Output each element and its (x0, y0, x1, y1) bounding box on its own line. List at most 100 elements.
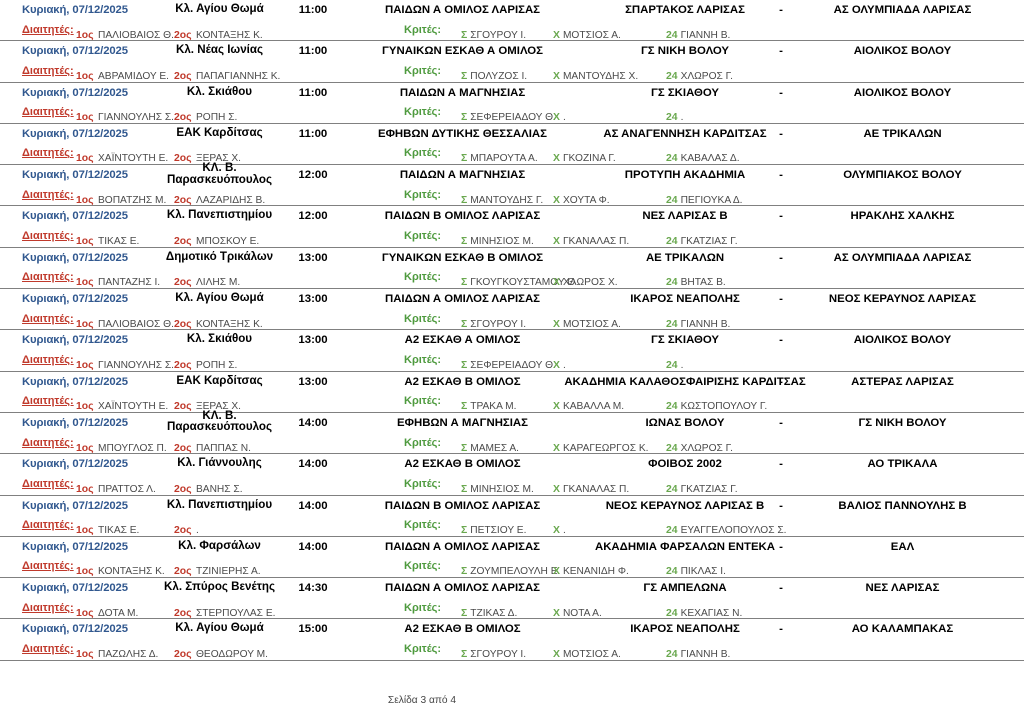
judge-1-symbol: Σ (461, 649, 468, 661)
judge-3-name: ΓΙΑΝΝΗ Β. (680, 649, 731, 661)
game-row: Κυριακή, 07/12/2025 Κλ. Σκιάθου 13:00 Α2 ΕΣ… (0, 330, 1024, 372)
game-officials-line: Διαιτητές: 1ος ΧΑΪΝΤΟΥΤΗ Ε. 2ος ΞΕΡΑΣ Χ. Κρ… (0, 144, 1024, 165)
judge-1-name: ΣΓΟΥΡΟΥ Ι. (470, 649, 527, 661)
away-team: ΑΟ ΚΑΛΑΜΠΑΚΑΣ (851, 623, 954, 636)
judge-1: Σ ΠΕΤΣΙΟΥ Ε. (461, 520, 526, 538)
game-venue: ΕΑΚ Καρδίτσας (176, 125, 263, 139)
judge-2: Χ ΜΟΤΣΙΟΣ Α. (553, 25, 621, 43)
referee-1-name: ΠΑΝΤΑΖΗΣ Ι. (97, 277, 161, 289)
judge-3: 24. (666, 355, 683, 373)
game-league: ΠΑΙΔΩΝ Α ΜΑΓΝΗΣΙΑΣ (399, 169, 526, 182)
game-officials-line: Διαιτητές: 1ος ΠΡΑΤΤΟΣ Λ. 2ος ΒΑΝΗΣ Σ. Κριτ… (0, 475, 1024, 496)
judges-label: Κριτές: (404, 519, 442, 532)
judge-1: Σ ΜΙΝΗΣΙΟΣ Μ. (461, 231, 534, 249)
game-row: Κυριακή, 07/12/2025 ΕΑΚ Καρδίτσας 11:00 ΕΦΗ… (0, 124, 1024, 166)
referee-2: 2ος ΘΕΟΔΩΡΟΥ Μ. (174, 644, 268, 662)
game-venue: Κλ. Φαρσάλων (178, 538, 261, 552)
referee-1-name: ΒΟΠΑΤΖΗΣ Μ. (97, 194, 167, 206)
referee-1: 1ος ΑΒΡΑΜΙΔΟΥ Ε. (76, 66, 169, 84)
judge-3: 24 ΓΙΑΝΝΗ Β. (666, 314, 730, 332)
away-team: ΟΛΥΜΠΙΑΚΟΣ ΒΟΛΟΥ (843, 169, 962, 182)
judge-2: Χ. (553, 355, 566, 373)
judge-1-name: ΠΟΛΥΖΟΣ Ι. (470, 70, 528, 82)
away-team: ΑΙΟΛΙΚΟΣ ΒΟΛΟΥ (853, 86, 952, 99)
judge-3-symbol: 24 (666, 236, 678, 248)
judge-3-name: ΧΛΩΡΟΣ Γ. (680, 70, 733, 82)
game-info-line: Κυριακή, 07/12/2025 Δημοτικό Τρικάλων 13:0… (0, 248, 1024, 269)
judge-3-symbol: 24 (666, 401, 678, 413)
judges-label: Κριτές: (404, 188, 442, 201)
referee-2-name: ΠΑΠΠΑΣ Ν. (195, 442, 251, 454)
game-row: Κυριακή, 07/12/2025 Κλ. Σκιάθου 11:00 ΠΑΙΔΩ… (0, 83, 1024, 124)
referee-1-ordinal: 1ος (76, 29, 94, 41)
score-separator: - (779, 458, 783, 471)
game-info-line: Κυριακή, 07/12/2025 Κλ. Γιάννουλης 14:00 Α2… (0, 454, 1024, 475)
judge-3: 24 ΓΙΑΝΝΗ Β. (666, 644, 730, 662)
game-row: Κυριακή, 07/12/2025 Κλ. Πανεπιστημίου 14:0… (0, 496, 1024, 537)
game-info-line: Κυριακή, 07/12/2025 ΕΑΚ Καρδίτσας 13:00 Α2 … (0, 372, 1024, 393)
referee-2: 2ος ΛΑΖΑΡΙΔΗΣ Β. (174, 190, 265, 208)
game-date: Κυριακή, 07/12/2025 (22, 458, 128, 471)
judge-3-symbol: 24 (666, 566, 678, 578)
referee-2-ordinal: 2ος (174, 112, 192, 124)
judges-label: Κριτές: (404, 601, 442, 614)
referee-1-name: ΠΡΑΤΤΟΣ Λ. (97, 483, 156, 495)
game-league: Α2 ΕΣΚΑΘ Β ΟΜΙΛΟΣ (404, 623, 521, 636)
referee-1-ordinal: 1ος (76, 153, 94, 165)
away-team: ΑΣ ΟΛΥΜΠΙΑΔΑ ΛΑΡΙΣΑΣ (833, 251, 972, 264)
score-separator: - (779, 582, 783, 595)
game-officials-line: Διαιτητές: 1ος ΓΙΑΝΝΟΥΛΗΣ Σ. 2ος ΡΟΠΗ Σ. Κρ… (0, 351, 1024, 372)
judge-1: Σ ΣΕΦΕΡΕΙΑΔΟΥ Θ. (461, 355, 556, 373)
game-info-line: Κυριακή, 07/12/2025 Κλ. Φαρσάλων 14:00 ΠΑΙΔ… (0, 537, 1024, 558)
home-team: ΠΡΟΤΥΠΗ ΑΚΑΔΗΜΙΑ (624, 169, 746, 182)
referee-2-name: ΤΖΙΝΙΕΡΗΣ Α. (195, 566, 261, 578)
judge-3: 24 ΚΩΣΤΟΠΟΥΛΟΥ Γ. (666, 396, 767, 414)
game-league: ΓΥΝΑΙΚΩΝ ΕΣΚΑΘ Α ΟΜΙΛΟΣ (382, 45, 543, 58)
judge-2: Χ ΚΕΝΑΝΙΔΗ Φ. (553, 561, 629, 579)
judge-1-symbol: Σ (461, 153, 468, 165)
judge-2-name: ΝΟΤΑ Α. (562, 607, 602, 619)
judge-1-name: ΣΓΟΥΡΟΥ Ι. (470, 29, 527, 41)
game-info-line: Κυριακή, 07/12/2025 ΚΛ. Β. Παρασκευόπουλο… (0, 410, 1024, 434)
referee-1-ordinal: 1ος (76, 70, 94, 82)
judge-2-symbol: Χ (553, 153, 560, 165)
game-time: 14:00 (298, 499, 328, 512)
home-team: ΙΚΑΡΟΣ ΝΕΑΠΟΛΗΣ (630, 293, 740, 306)
referees-label: Διαιτητές: (22, 477, 74, 490)
judge-1-symbol: Σ (461, 483, 468, 495)
judge-1-symbol: Σ (461, 401, 468, 413)
judge-3: 24 ΓΚΑΤΖΙΑΣ Γ. (666, 479, 738, 497)
referee-1: 1ος ΠΑΛΙΟΒΑΙΟΣ Θ. (76, 25, 174, 43)
judge-2-symbol: Χ (553, 318, 560, 330)
judge-1: Σ ΓΚΟΥΓΚΟΥΣΤΑΜΟΥ Θ (461, 272, 575, 290)
judge-3-name: ΠΕΓΙΟΥΚΑ Δ. (680, 194, 743, 206)
referees-label: Διαιτητές: (22, 23, 74, 36)
judges-label: Κριτές: (404, 560, 442, 573)
judge-1-name: ΤΡΑΚΑ Μ. (470, 401, 517, 413)
game-venue: Δημοτικό Τρικάλων (165, 249, 274, 263)
game-info-line: Κυριακή, 07/12/2025 Κλ. Νέας Ιωνίας 11:00 Γ… (0, 41, 1024, 62)
referee-2-name: ΒΑΝΗΣ Σ. (195, 483, 243, 495)
referee-1: 1ος ΤΙΚΑΣ Ε. (76, 231, 139, 249)
game-venue: Κλ. Αγίου Θωμά (175, 621, 264, 635)
home-team: ΝΕΟΣ ΚΕΡΑΥΝΟΣ ΛΑΡΙΣΑΣ Β (605, 499, 765, 512)
judge-3-symbol: 24 (666, 483, 678, 495)
referee-1-name: ΧΑΪΝΤΟΥΤΗ Ε. (97, 401, 169, 413)
referee-2: 2ος ΣΤΕΡΠΟΥΛΑΣ Ε. (174, 603, 275, 621)
judge-1-name: ΣΕΦΕΡΕΙΑΔΟΥ Θ. (470, 359, 556, 371)
away-team: ΑΙΟΛΙΚΟΣ ΒΟΛΟΥ (853, 45, 952, 58)
referee-1-name: ΓΙΑΝΝΟΥΛΗΣ Σ. (97, 359, 174, 371)
judge-1-symbol: Σ (461, 194, 468, 206)
referees-label: Διαιτητές: (22, 230, 74, 243)
judge-3-symbol: 24 (666, 194, 678, 206)
game-date: Κυριακή, 07/12/2025 (22, 582, 128, 595)
game-time: 14:00 (298, 416, 328, 429)
judge-2-name: ΧΟΥΤΑ Φ. (562, 194, 610, 206)
game-info-line: Κυριακή, 07/12/2025 Κλ. Αγίου Θωμά 11:00 ΠΑ… (0, 0, 1024, 21)
referee-1-ordinal: 1ος (76, 112, 94, 124)
judge-3-symbol: 24 (666, 29, 678, 41)
home-team: ΦΟΙΒΟΣ 2002 (648, 458, 722, 471)
judges-label: Κριτές: (404, 106, 442, 119)
judges-label: Κριτές: (404, 230, 442, 243)
